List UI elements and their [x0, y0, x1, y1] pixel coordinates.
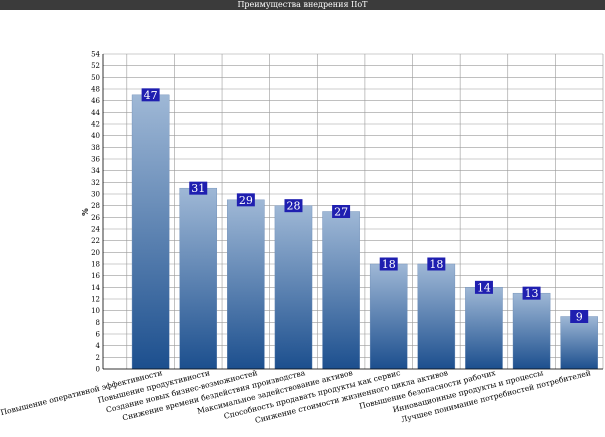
- bars: 47 31 29 28 27 18 18 14 13 9: [131, 88, 598, 370]
- y-tick-label: 10: [91, 307, 100, 315]
- data-label: 13: [525, 287, 539, 300]
- chart-title-bar: Преимущества внедрения IIoT: [0, 0, 605, 10]
- data-label: 29: [239, 194, 253, 207]
- y-tick-label: 40: [91, 132, 100, 140]
- data-label-box: [189, 181, 208, 195]
- y-tick-label: 0: [96, 366, 100, 374]
- bar: [465, 287, 503, 370]
- y-tick-label: 32: [91, 179, 100, 187]
- data-label: 14: [477, 281, 491, 294]
- data-label-box: [522, 286, 541, 300]
- bar: [131, 94, 170, 370]
- bar: [227, 199, 265, 370]
- y-tick-label: 36: [91, 156, 100, 164]
- y-tick-label: 2: [96, 354, 100, 362]
- y-tick-label: 44: [91, 109, 100, 117]
- y-tick-label: 38: [91, 144, 100, 152]
- y-tick-label: 24: [91, 226, 100, 234]
- y-tick-label: 26: [91, 214, 100, 222]
- y-tick-label: 52: [91, 62, 100, 70]
- y-axis-title: %: [80, 208, 90, 216]
- y-tick-label: 6: [96, 331, 101, 339]
- y-tick-label: 28: [91, 202, 100, 210]
- data-label: 18: [382, 258, 396, 271]
- y-tick-label: 8: [96, 319, 100, 327]
- y-tick-label: 50: [91, 74, 100, 82]
- y-tick-label: 30: [91, 191, 100, 199]
- y-tick-label: 46: [91, 97, 100, 105]
- data-label-box: [570, 310, 589, 323]
- data-label: 27: [334, 206, 348, 219]
- y-tick-label: 4: [96, 342, 101, 350]
- data-label: 47: [144, 89, 158, 102]
- data-label: 28: [286, 200, 300, 213]
- bar: [369, 263, 408, 370]
- y-tick-label: 18: [91, 261, 100, 269]
- bar: [179, 187, 218, 370]
- data-label: 9: [576, 311, 583, 324]
- y-tick-label: 12: [91, 296, 100, 304]
- data-label-box: [141, 88, 160, 102]
- data-label: 31: [191, 182, 205, 195]
- data-label-box: [284, 199, 303, 213]
- y-tick-label: 16: [91, 272, 100, 280]
- bar: [417, 263, 456, 370]
- bar: [274, 205, 313, 370]
- y-tick-label: 48: [91, 86, 100, 94]
- y-tick-label: 20: [91, 249, 100, 257]
- y-tick-label: 34: [91, 167, 100, 175]
- data-label-box: [474, 280, 493, 294]
- data-label-box: [427, 257, 446, 271]
- axes: 0246810121416182022242628303234363840424…: [0, 51, 603, 425]
- chart-title: Преимущества внедрения IIoT: [237, 0, 368, 9]
- y-tick-label: 42: [91, 121, 100, 129]
- data-label-box: [379, 257, 398, 271]
- bar: [560, 316, 598, 370]
- y-tick-label: 54: [91, 51, 100, 59]
- data-label-box: [332, 205, 351, 218]
- y-tick-label: 14: [91, 284, 100, 292]
- y-tick-label: 22: [91, 237, 100, 245]
- data-label-box: [236, 193, 255, 207]
- bar: [322, 211, 360, 370]
- bar: [512, 292, 551, 370]
- data-label: 18: [429, 258, 443, 271]
